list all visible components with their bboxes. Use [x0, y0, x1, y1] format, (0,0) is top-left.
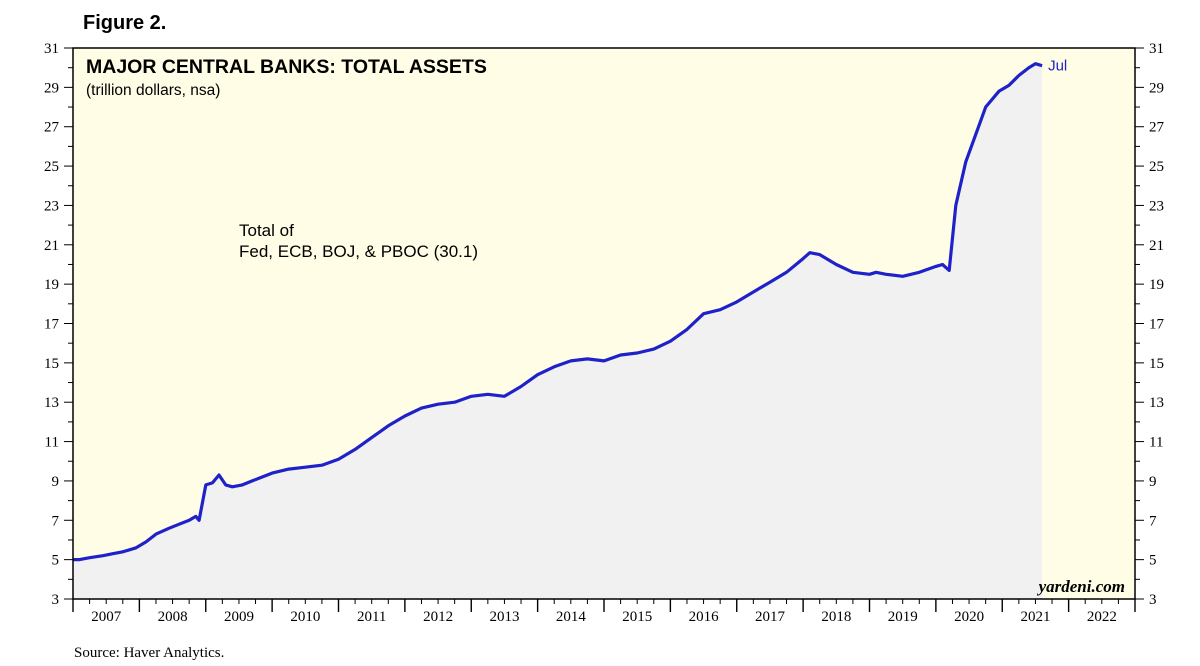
watermark: yardeni.com — [1037, 577, 1125, 596]
y-tick-label-right: 11 — [1149, 435, 1163, 451]
y-tick-label-right: 5 — [1149, 553, 1157, 569]
figure-label: Figure 2. — [83, 12, 167, 34]
x-tick-label: 2018 — [821, 609, 851, 625]
y-tick-label-left: 11 — [45, 435, 59, 451]
x-tick-label: 2021 — [1020, 609, 1050, 625]
y-tick-label-right: 27 — [1149, 120, 1165, 136]
y-tick-label-left: 9 — [52, 474, 60, 490]
y-tick-label-left: 3 — [52, 592, 60, 608]
x-tick-label: 2012 — [423, 609, 453, 625]
x-tick-label: 2022 — [1087, 609, 1117, 625]
last-point-label: Jul — [1048, 58, 1067, 75]
source-note: Source: Haver Analytics. — [74, 645, 225, 661]
y-tick-label-right: 19 — [1149, 277, 1164, 293]
y-tick-label-right: 9 — [1149, 474, 1157, 490]
y-tick-label-left: 21 — [44, 238, 59, 254]
y-tick-label-right: 15 — [1149, 356, 1164, 372]
y-tick-label-left: 5 — [52, 553, 60, 569]
plot-frame — [72, 47, 1136, 600]
y-tick-label-right: 17 — [1149, 317, 1165, 333]
x-tick-label: 2007 — [91, 609, 122, 625]
y-tick-label-left: 19 — [44, 277, 59, 293]
y-tick-label-right: 31 — [1149, 41, 1164, 57]
chart-subtitle: (trillion dollars, nsa) — [86, 82, 220, 99]
y-tick-label-right: 29 — [1149, 80, 1164, 96]
y-tick-label-right: 25 — [1149, 159, 1164, 175]
y-tick-label-left: 13 — [44, 395, 59, 411]
x-tick-label: 2009 — [224, 609, 254, 625]
y-tick-label-right: 3 — [1149, 592, 1157, 608]
x-tick-label: 2013 — [489, 609, 519, 625]
y-tick-label-right: 13 — [1149, 395, 1164, 411]
x-tick-label: 2011 — [357, 609, 386, 625]
x-tick-label: 2008 — [158, 609, 188, 625]
y-tick-label-left: 29 — [44, 80, 59, 96]
x-tick-label: 2010 — [290, 609, 320, 625]
y-tick-label-right: 21 — [1149, 238, 1164, 254]
y-tick-label-left: 7 — [52, 513, 60, 529]
y-tick-label-left: 15 — [44, 356, 59, 372]
x-tick-label: 2014 — [556, 609, 587, 625]
y-tick-label-left: 23 — [44, 198, 59, 214]
y-tick-label-right: 7 — [1149, 513, 1157, 529]
x-tick-label: 2020 — [954, 609, 984, 625]
y-tick-label-left: 25 — [44, 159, 59, 175]
y-tick-label-left: 31 — [44, 41, 59, 57]
chart-title: MAJOR CENTRAL BANKS: TOTAL ASSETS — [86, 56, 487, 78]
annotation-line-1: Total of — [239, 221, 294, 240]
x-tick-label: 2015 — [622, 609, 652, 625]
y-tick-label-left: 17 — [44, 317, 60, 333]
annotation-line-2: Fed, ECB, BOJ, & PBOC (30.1) — [239, 242, 478, 261]
x-tick-label: 2016 — [689, 609, 720, 625]
area-fill — [73, 63, 1043, 599]
series-line — [73, 62, 1043, 562]
y-tick-label-left: 27 — [44, 120, 60, 136]
y-tick-label-right: 23 — [1149, 198, 1164, 214]
x-tick-label: 2019 — [888, 609, 918, 625]
x-tick-label: 2017 — [755, 609, 786, 625]
